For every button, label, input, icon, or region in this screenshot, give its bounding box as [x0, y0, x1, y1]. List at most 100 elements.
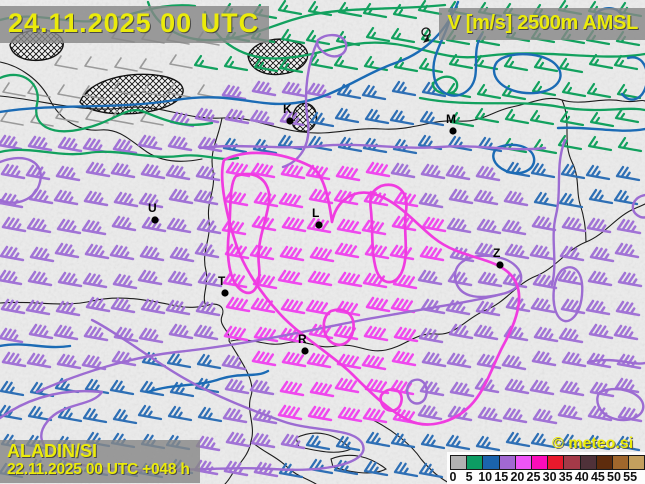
wind-barb: [334, 377, 360, 394]
wind-barb: [0, 245, 25, 262]
legend-color-cell: [450, 455, 468, 470]
wind-barb: [365, 296, 391, 313]
wind-barb: [501, 354, 527, 371]
wind-barb: [278, 57, 304, 74]
wind-barb: [309, 381, 335, 398]
wind-barb: [561, 216, 587, 233]
wind-barb: [166, 352, 192, 369]
run-datetime-label: 24.11.2025 00 UTC: [0, 6, 270, 43]
legend-tick-label: 55: [623, 470, 638, 484]
wind-barb: [614, 107, 640, 124]
wind-barb: [139, 380, 165, 397]
wind-barb: [532, 273, 558, 290]
wind-barb: [27, 405, 53, 422]
wind-barb: [418, 327, 444, 344]
wind-barb: [309, 246, 335, 263]
wind-barb: [55, 165, 81, 182]
wind-barb: [0, 298, 26, 315]
wind-barb: [307, 135, 333, 152]
wind-barb: [112, 138, 138, 155]
wind-barb: [476, 83, 502, 100]
city-marker-dot: [496, 261, 504, 269]
wind-barb: [615, 300, 641, 317]
country-border: [561, 99, 587, 243]
wind-barb: [84, 243, 110, 260]
wind-barb: [223, 190, 249, 207]
wind-barb: [560, 298, 586, 315]
wind-barb: [277, 404, 303, 421]
wind-barb: [222, 137, 248, 154]
wind-barb: [421, 81, 447, 98]
wind-barb: [139, 58, 163, 73]
wind-barb: [617, 271, 643, 288]
wind-barb: [390, 432, 416, 449]
wind-barb: [502, 407, 528, 424]
wind-barb: [418, 462, 444, 479]
wind-barb: [250, 297, 276, 314]
wind-barb: [194, 107, 220, 124]
country-border: [370, 418, 452, 484]
wind-barb: [193, 54, 219, 71]
wind-barb: [585, 434, 611, 451]
wind-barb: [392, 138, 418, 155]
isotach-10-contour: [492, 52, 562, 95]
city-markers-layer: K M L U Z T R: [148, 27, 504, 355]
wind-barb: [113, 326, 139, 343]
wind-barb: [114, 57, 138, 72]
wind-barb: [26, 217, 52, 234]
legend-color-bar: [450, 455, 645, 470]
legend-color-cell: [466, 455, 484, 470]
wind-barb: [1, 216, 27, 233]
wind-barb: [309, 111, 335, 128]
wind-barb: [0, 380, 25, 397]
wind-barb: [137, 134, 163, 151]
wind-barb: [336, 353, 362, 370]
wind-barb: [585, 299, 611, 316]
wind-barb: [280, 433, 306, 450]
wind-barb: [221, 84, 247, 101]
wind-barb: [253, 191, 279, 208]
wind-barb: [333, 324, 359, 341]
isotach-15-contour: [0, 156, 42, 204]
wind-barb: [306, 352, 332, 369]
wind-barb: [613, 324, 639, 341]
wind-barb: [333, 54, 359, 71]
legend-tick-label: 50: [607, 470, 621, 484]
wind-barb: [249, 109, 275, 126]
wind-barb: [277, 269, 303, 286]
legend-color-cell: [628, 455, 645, 470]
wind-barb: [477, 271, 503, 288]
wind-barb: [393, 326, 419, 343]
isotach-5-contour: [418, 96, 645, 112]
wind-barb: [166, 217, 192, 234]
wind-barb: [421, 351, 447, 368]
wind-barb: [81, 219, 107, 236]
wind-barb: [137, 269, 163, 286]
wind-barb: [445, 164, 471, 181]
country-border: [0, 297, 207, 308]
wind-barb: [560, 163, 586, 180]
legend-tick-label: 0: [449, 470, 457, 484]
wind-barb: [362, 137, 388, 154]
isotach-10-contour: [432, 6, 484, 97]
wind-barb: [421, 216, 447, 233]
wind-barb: [447, 405, 473, 422]
wind-barb: [109, 244, 135, 261]
isotach-15-contour: [316, 33, 348, 58]
wind-barb: [110, 297, 136, 314]
wind-barb: [165, 299, 191, 316]
wind-barb: [557, 404, 583, 421]
legend-tick-label: 15: [494, 470, 509, 484]
isotach-20-contour: [322, 308, 355, 347]
wind-barb: [363, 55, 389, 72]
wind-barb: [560, 433, 586, 450]
copyright-label: © meteo.si: [552, 435, 634, 452]
wind-barb: [113, 191, 139, 208]
wind-barb: [449, 111, 475, 128]
wind-barb: [25, 164, 51, 181]
city-marker-dot: [221, 289, 229, 297]
wind-barb: [532, 408, 558, 425]
isotach-10-contour: [0, 0, 460, 114]
wind-barb: [0, 134, 23, 151]
wind-barb: [81, 354, 107, 371]
